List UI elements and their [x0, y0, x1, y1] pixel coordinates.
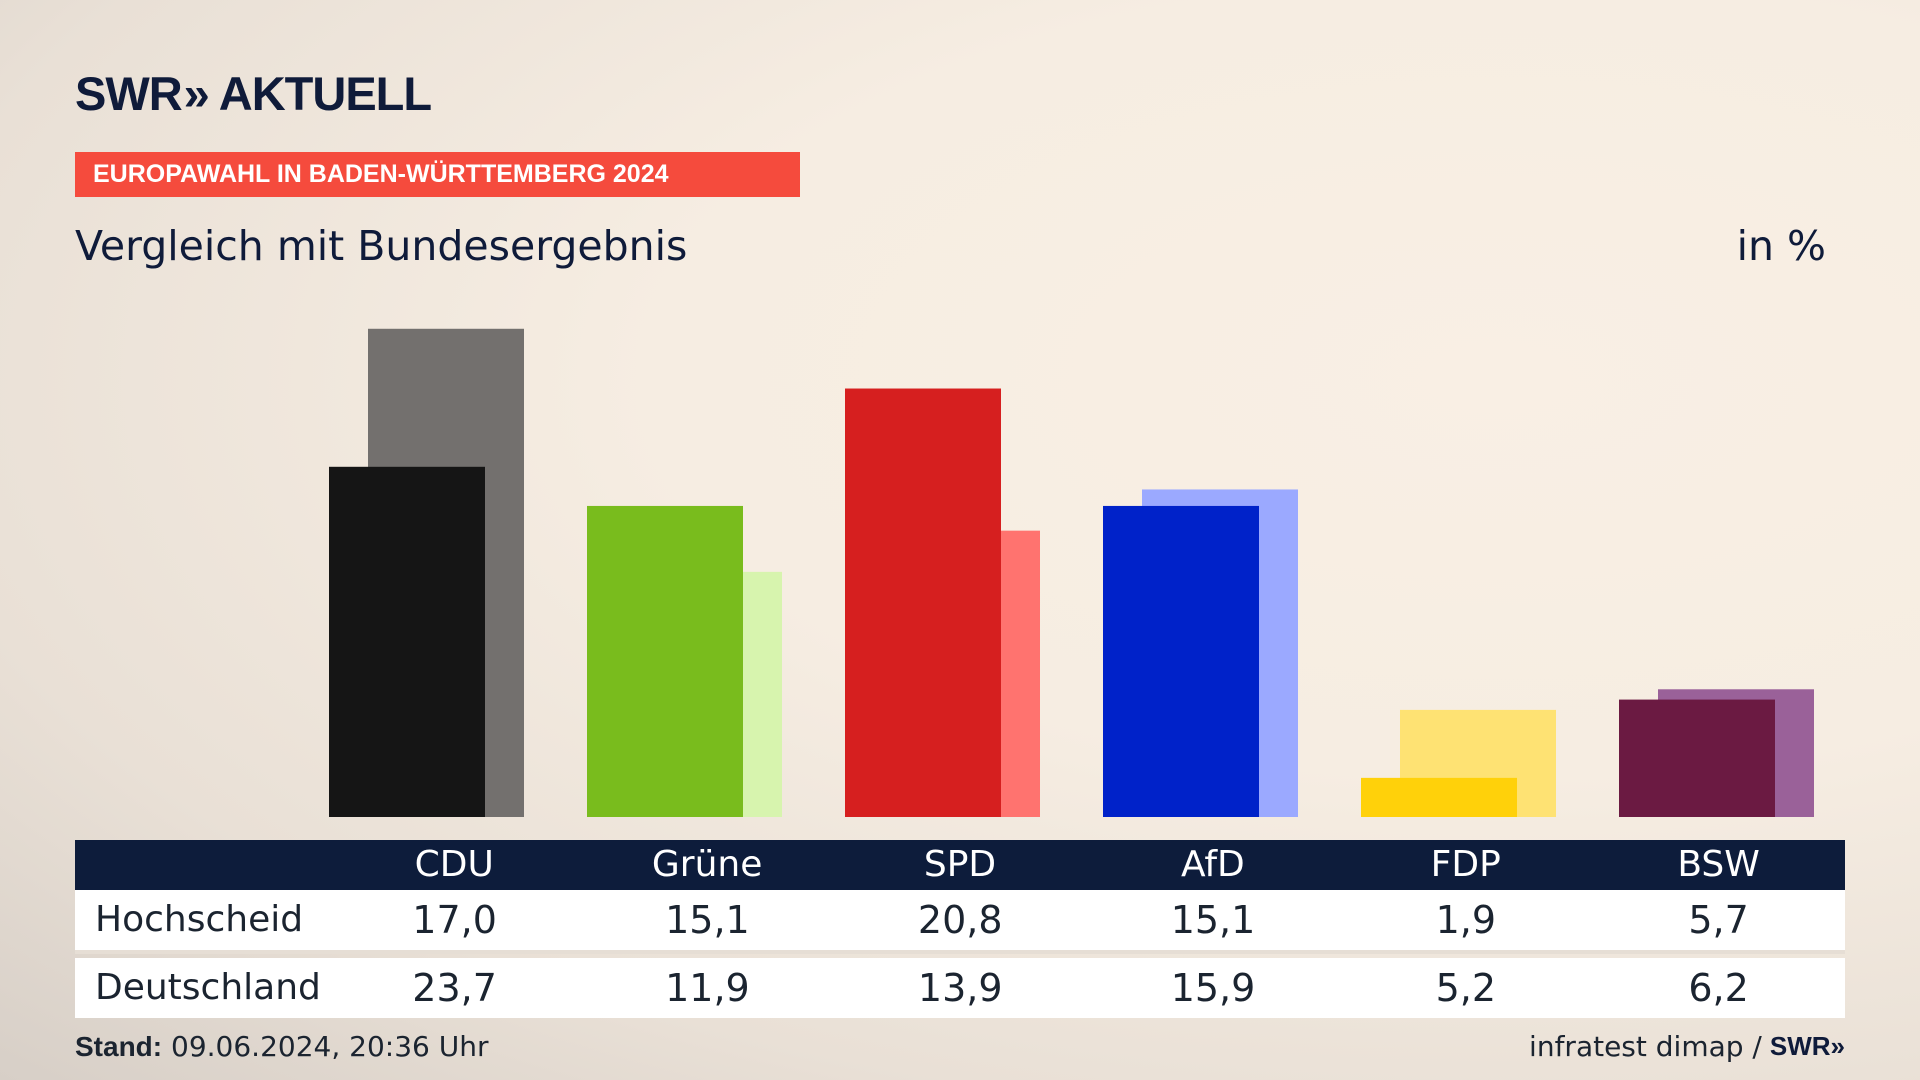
table-row-hochscheid: Hochscheid 17,0 15,1 20,8 15,1 1,9 5,7 — [75, 890, 1845, 954]
value-hochscheid-cdu: 17,0 — [412, 898, 497, 942]
election-ribbon: EUROPAWAHL IN BADEN-WÜRTTEMBERG 2024 — [75, 152, 800, 197]
bar-hochscheid-spd — [845, 388, 1001, 817]
logo-aktuell: AKTUELL — [218, 67, 432, 120]
timestamp: Stand: 09.06.2024, 20:36 Uhr — [75, 1030, 488, 1063]
value-deutschland-bsw: 6,2 — [1688, 966, 1749, 1010]
row-label-deutschland: Deutschland — [95, 967, 321, 1008]
table-row-deutschland: Deutschland 23,7 11,9 13,9 15,9 5,2 6,2 — [75, 958, 1845, 1018]
bar-hochscheid-cdu — [329, 466, 485, 817]
bar-hochscheid-gr-ne — [587, 505, 743, 817]
bar-chart — [329, 328, 1814, 817]
chart-subtitle: Vergleich mit Bundesergebnis — [75, 222, 688, 270]
value-hochscheid-afd: 15,1 — [1170, 898, 1256, 942]
results-table: CDU Grüne SPD AfD FDP BSW Hochscheid 17,0 15,1… — [75, 840, 1845, 1018]
value-deutschland-gr-ne: 11,9 — [665, 966, 750, 1010]
value-deutschland-afd: 15,9 — [1170, 966, 1256, 1010]
table-header-spacer — [75, 840, 328, 890]
logo-swr: SWR — [75, 67, 183, 120]
bar-hochscheid-fdp — [1361, 777, 1517, 817]
stand-value: 09.06.2024, 20:36 Uhr — [162, 1030, 489, 1063]
value-hochscheid-fdp: 1,9 — [1435, 898, 1496, 942]
value-hochscheid-spd: 20,8 — [917, 898, 1003, 942]
table-header-row: CDU Grüne SPD AfD FDP BSW — [75, 840, 1845, 890]
party-label-spd: SPD — [923, 844, 997, 885]
stand-label: Stand: — [75, 1031, 163, 1062]
party-label-afd: AfD — [1180, 844, 1245, 885]
party-label-gr-ne: Grüne — [651, 844, 763, 885]
value-deutschland-fdp: 5,2 — [1435, 966, 1496, 1010]
bar-hochscheid-bsw — [1619, 699, 1775, 817]
swr-mini-logo: SWR» — [1769, 1031, 1845, 1061]
source-text: infratest dimap / — [1529, 1030, 1762, 1063]
value-hochscheid-gr-ne: 15,1 — [665, 898, 750, 942]
party-label-bsw: BSW — [1677, 844, 1760, 885]
unit-label: in % — [1736, 222, 1826, 270]
party-label-cdu: CDU — [414, 844, 494, 885]
swr-aktuell-logo: SWR » AKTUELL — [75, 66, 432, 121]
value-deutschland-spd: 13,9 — [917, 966, 1003, 1010]
value-deutschland-cdu: 23,7 — [412, 966, 497, 1010]
value-hochscheid-bsw: 5,7 — [1688, 898, 1749, 942]
party-label-fdp: FDP — [1430, 844, 1501, 885]
row-label-hochscheid: Hochscheid — [95, 899, 304, 940]
logo-chevron-icon: » — [183, 67, 210, 120]
bar-hochscheid-afd — [1103, 505, 1259, 817]
source-credit: infratest dimap / SWR» — [1529, 1030, 1845, 1063]
